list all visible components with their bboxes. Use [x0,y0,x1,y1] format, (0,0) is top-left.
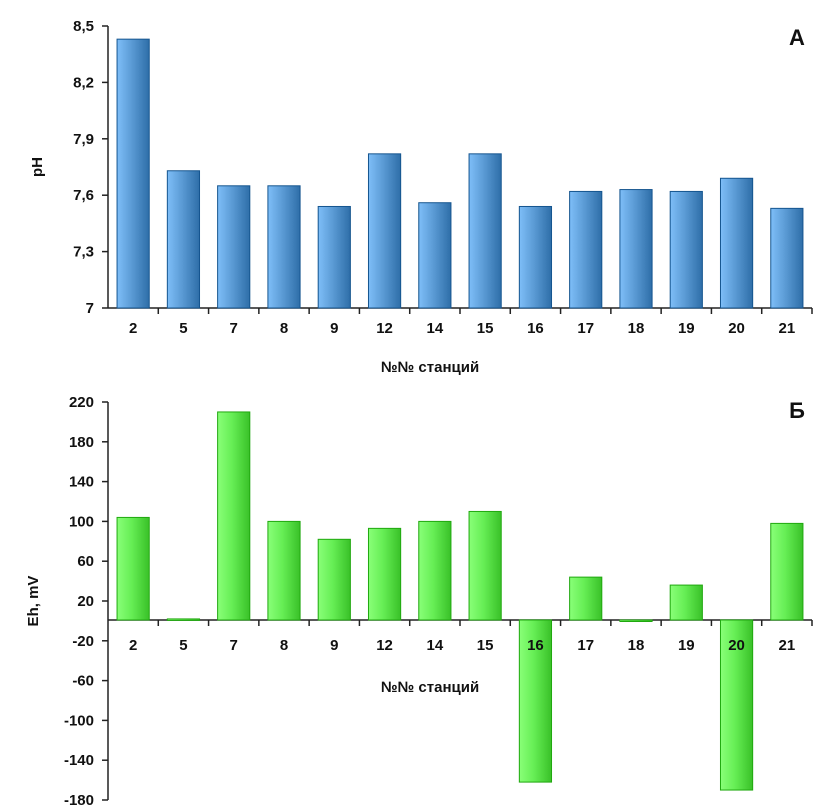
bar [719,619,754,791]
bar [619,189,653,309]
x-tick-label: 17 [577,637,594,654]
x-tick-label: 19 [678,320,695,337]
x-tick-label: 7 [230,637,238,654]
y-axis-title: pH [29,157,46,177]
bar [569,190,603,309]
bar [267,520,301,621]
bar [418,520,452,621]
x-tick-label: 5 [179,637,187,654]
bar [719,177,754,309]
x-tick-label: 5 [179,320,187,337]
bar [468,510,502,621]
y-axis-title: Eh, mV [25,576,42,627]
bar [367,527,402,621]
bar [518,619,553,783]
y-tick-label: 20 [77,593,94,610]
bar [619,619,653,622]
x-tick-label: 17 [577,320,594,337]
bar [669,190,703,309]
y-tick-label: 60 [77,553,94,570]
x-tick-label: 12 [376,637,393,654]
x-tick-label: 12 [376,320,393,337]
bar [116,516,150,621]
x-tick-label: 2 [129,320,137,337]
bar [166,618,201,621]
y-tick-label: -20 [72,633,94,650]
x-tick-label: 8 [280,637,288,654]
x-tick-label: 20 [728,637,745,654]
x-tick-label: 18 [628,320,645,337]
bar [166,170,201,309]
y-tick-label: 140 [69,474,94,491]
y-tick-label: -180 [64,792,94,805]
bar [317,205,351,309]
x-tick-label: 15 [477,320,494,337]
bar [569,576,603,621]
y-tick-label: 180 [69,434,94,451]
panel-label: Б [789,398,805,423]
bar [217,411,251,621]
y-tick-label: -100 [64,712,94,729]
bar [669,584,703,621]
bar [367,153,402,309]
x-axis-title: №№ станций [381,679,479,696]
y-tick-label: -140 [64,752,94,769]
y-tick-label: 7,6 [73,187,94,204]
x-tick-label: 19 [678,637,695,654]
bar [770,522,804,621]
x-tick-label: 9 [330,637,338,654]
x-tick-label: 7 [230,320,238,337]
x-tick-label: 21 [779,637,796,654]
y-tick-label: -60 [72,673,94,690]
bar [116,38,150,309]
y-tick-label: 7 [86,300,94,317]
x-tick-label: 21 [779,320,796,337]
x-tick-label: 16 [527,637,544,654]
x-tick-label: 8 [280,320,288,337]
x-axis-title: №№ станций [381,359,479,376]
x-tick-label: 16 [527,320,544,337]
chart-panel-Б: 220 180 140 100 60 20 -20 -60 -100 -140 -180 2 5 7 8 9 1… [25,394,813,805]
bar [770,207,804,309]
x-tick-label: 9 [330,320,338,337]
x-tick-label: 20 [728,320,745,337]
x-tick-label: 18 [628,637,645,654]
panel-label: A [789,25,805,50]
y-tick-label: 7,9 [73,131,94,148]
y-tick-label: 8,5 [73,18,94,35]
y-tick-label: 8,2 [73,74,94,91]
x-tick-label: 15 [477,637,494,654]
bar [317,538,351,621]
bar [418,202,452,309]
bar [518,205,553,309]
bar [468,153,502,309]
x-tick-label: 14 [427,320,444,337]
x-tick-label: 14 [427,637,444,654]
y-tick-label: 100 [69,513,94,530]
chart-panel-A: 7 7,3 7,6 7,9 8,2 8,5 2 5 7 8 9 12 14 15 16 17 18 19 20 21 №… [29,18,813,376]
x-tick-label: 2 [129,637,137,654]
bar [217,185,251,309]
bar [267,185,301,309]
y-tick-label: 7,3 [73,244,94,261]
y-tick-label: 220 [69,394,94,411]
